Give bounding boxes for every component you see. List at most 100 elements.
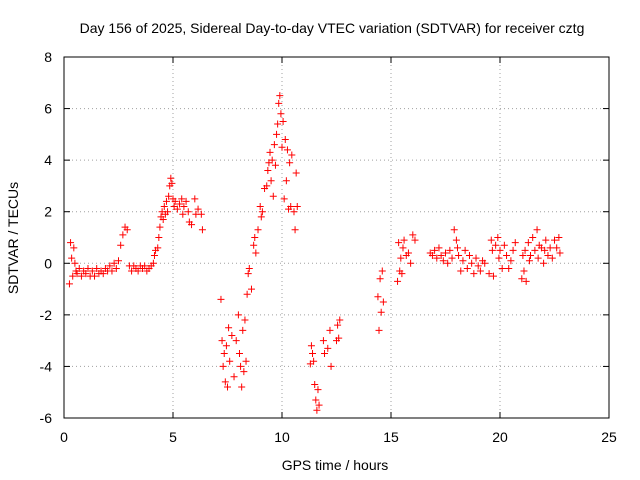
data-point — [150, 252, 158, 260]
data-point — [433, 254, 441, 262]
data-point — [71, 259, 79, 267]
data-point — [494, 234, 502, 241]
data-point — [173, 205, 181, 213]
data-point — [168, 179, 176, 187]
x-axis-label: GPS time / hours — [282, 457, 389, 473]
data-point — [472, 254, 480, 262]
data-point — [277, 110, 285, 118]
data-point — [378, 267, 386, 275]
data-point — [275, 99, 283, 107]
data-point — [264, 166, 272, 174]
data-point — [511, 239, 519, 247]
data-point — [407, 259, 415, 267]
data-point — [522, 277, 530, 285]
data-point — [500, 241, 508, 249]
data-point — [519, 252, 527, 260]
data-point — [149, 259, 157, 267]
y-tick-label: 8 — [44, 49, 52, 65]
data-point — [226, 357, 234, 365]
data-point — [546, 244, 554, 252]
data-point — [555, 234, 563, 241]
data-point — [258, 208, 266, 216]
data-point — [435, 244, 443, 252]
data-point — [437, 252, 445, 260]
data-point — [119, 231, 127, 239]
data-point — [288, 151, 296, 159]
data-point — [404, 249, 412, 257]
data-point — [256, 203, 264, 211]
data-point — [505, 264, 513, 272]
data-point — [481, 259, 489, 267]
data-point — [93, 264, 101, 272]
data-point — [455, 252, 463, 260]
data-point — [263, 182, 271, 190]
data-point — [487, 236, 495, 244]
data-point — [184, 208, 192, 216]
x-tick-label: 20 — [492, 429, 508, 445]
data-point — [164, 208, 172, 216]
data-point — [237, 362, 245, 370]
data-point — [88, 267, 96, 275]
data-point — [503, 252, 511, 260]
data-point — [274, 120, 282, 128]
x-tick-label: 10 — [274, 429, 290, 445]
data-point — [542, 236, 550, 244]
data-point — [551, 236, 558, 244]
data-point — [239, 326, 247, 334]
data-point — [117, 241, 125, 249]
data-point — [309, 350, 317, 358]
data-point — [134, 267, 142, 275]
data-point — [279, 117, 287, 125]
data-point — [492, 241, 500, 249]
x-tick-label: 5 — [169, 429, 177, 445]
data-point — [160, 203, 168, 211]
data-point — [531, 246, 539, 254]
data-point — [334, 321, 342, 329]
data-point — [498, 264, 506, 272]
data-point — [191, 195, 199, 203]
data-point — [541, 246, 549, 254]
data-point — [489, 272, 497, 280]
y-tick-label: 6 — [44, 101, 52, 117]
data-point — [245, 264, 253, 272]
x-tick-labels: 0 5 10 15 20 25 — [60, 429, 617, 445]
data-point — [518, 275, 526, 283]
data-point — [232, 337, 240, 345]
data-point — [69, 272, 77, 280]
chart-title: Day 156 of 2025, Sidereal Day-to-day VTE… — [80, 20, 585, 36]
data-point — [165, 192, 173, 200]
data-point — [470, 270, 478, 278]
data-point — [459, 257, 467, 265]
data-point — [431, 246, 439, 254]
data-point — [374, 293, 382, 301]
data-point — [496, 246, 504, 254]
x-tick-label: 15 — [383, 429, 399, 445]
data-point — [273, 130, 281, 138]
data-point — [465, 252, 473, 260]
data-point — [108, 267, 116, 275]
data-point — [198, 226, 206, 234]
data-point — [220, 350, 228, 358]
data-point — [312, 396, 320, 404]
data-point — [266, 148, 274, 156]
data-point — [310, 357, 318, 365]
data-point — [270, 141, 278, 149]
data-point — [399, 244, 407, 252]
data-point — [280, 195, 288, 203]
data-point — [67, 239, 75, 247]
data-point — [271, 161, 279, 169]
data-point — [244, 270, 252, 278]
data-point — [394, 277, 402, 285]
y-axis-label: SDTVAR / TECUs — [5, 182, 21, 294]
data-point — [311, 380, 319, 388]
data-point — [84, 264, 92, 272]
data-point — [112, 264, 120, 272]
axis-ticks — [63, 56, 610, 419]
data-point — [282, 177, 290, 185]
data-point — [268, 156, 276, 164]
data-point — [452, 236, 460, 244]
data-point — [250, 241, 258, 249]
data-point — [313, 406, 321, 414]
data-point — [307, 342, 315, 350]
